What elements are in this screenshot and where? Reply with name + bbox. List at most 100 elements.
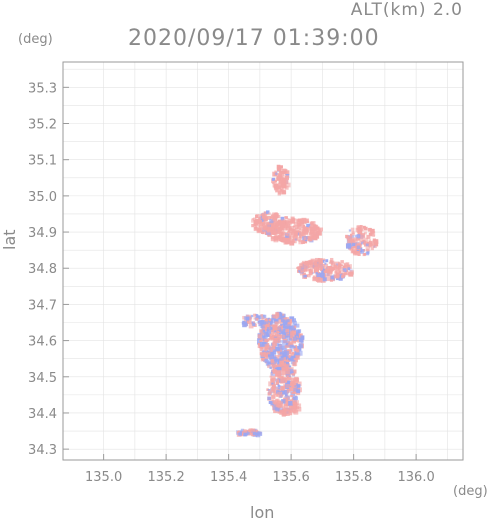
echo-cell-negative: [319, 272, 325, 278]
echo-cell-positive: [315, 277, 321, 282]
echo-cell-positive: [312, 275, 316, 278]
echo-cell-negative: [257, 321, 261, 324]
echo-cell-positive: [282, 168, 287, 173]
echo-cell-positive: [299, 229, 303, 233]
echo-cell-negative: [266, 329, 271, 334]
echo-cell-positive: [269, 335, 274, 340]
echo-cell-positive: [246, 319, 252, 324]
echo-cell-negative: [280, 323, 283, 326]
echo-cell-negative: [304, 274, 307, 278]
echo-cell-positive: [285, 225, 289, 228]
echo-cell-negative: [280, 340, 283, 343]
echo-cell-negative: [293, 346, 296, 349]
echo-cell-negative: [300, 335, 305, 340]
echo-cell-positive: [270, 332, 274, 336]
echo-cell-positive: [284, 185, 289, 190]
echo-cell-positive: [288, 235, 291, 238]
echo-cell-positive: [363, 231, 367, 235]
echo-cell-positive: [279, 231, 283, 236]
echo-cell-positive: [280, 376, 284, 380]
echo-cell-positive: [253, 313, 257, 317]
echo-cell-positive: [288, 341, 293, 346]
echo-cell-positive: [274, 226, 278, 229]
echo-cell-positive: [351, 232, 355, 236]
echo-cell-positive: [318, 265, 323, 271]
echo-cell-positive: [286, 349, 292, 355]
echo-cell-positive: [268, 389, 271, 392]
echo-cell-positive: [272, 364, 277, 369]
echo-cell-negative: [279, 313, 283, 317]
echo-cell-positive: [285, 369, 290, 375]
echo-cell-positive: [302, 224, 306, 228]
echo-cell-positive: [286, 375, 292, 381]
echo-cell-positive: [287, 318, 293, 324]
echo-cell-positive: [301, 227, 304, 230]
echo-cell-positive: [275, 381, 280, 386]
echo-cell-positive: [309, 226, 312, 229]
echo-cell-negative: [281, 318, 285, 323]
echo-cell-negative: [269, 219, 274, 224]
echo-cell-negative: [346, 243, 352, 249]
echo-cell-positive: [276, 334, 282, 340]
y-tick-label: 35.3: [28, 81, 57, 96]
echo-cell-positive: [297, 266, 302, 271]
echo-cell-positive: [327, 269, 332, 273]
echo-cell-positive: [347, 238, 352, 244]
y-tick-label: 34.5: [28, 371, 57, 386]
echo-cell-positive: [275, 394, 279, 397]
echo-cell-positive: [237, 430, 240, 433]
echo-cell-positive: [264, 353, 268, 357]
echo-cell-positive: [284, 175, 290, 180]
echo-cell-positive: [368, 240, 372, 245]
echo-cell-positive: [248, 323, 254, 329]
echo-cell-positive: [304, 219, 308, 223]
echo-cell-positive: [279, 165, 283, 169]
echo-cell-positive: [256, 429, 259, 432]
echo-cell-positive: [307, 236, 310, 239]
radar-echo-layer: [236, 164, 379, 438]
y-tick-label: 35.0: [28, 190, 57, 205]
echo-cell-positive: [262, 229, 267, 235]
echo-cell-positive: [285, 216, 288, 219]
echo-cell-positive: [291, 383, 297, 388]
echo-cell-positive: [282, 239, 285, 242]
echo-cell-negative: [366, 250, 370, 254]
echo-cell-negative: [277, 385, 281, 388]
echo-cell-positive: [330, 263, 335, 268]
echo-cell-negative: [321, 259, 325, 263]
echo-cell-positive: [276, 329, 281, 334]
echo-cell-negative: [243, 432, 248, 437]
echo-cell-positive: [287, 396, 291, 400]
echo-cell-positive: [255, 218, 260, 224]
echo-cell-positive: [340, 270, 345, 275]
echo-cell-positive: [277, 192, 282, 196]
echo-cell-positive: [274, 229, 278, 233]
echo-cell-negative: [286, 333, 290, 337]
echo-cell-positive: [318, 261, 323, 266]
echo-cell-positive: [323, 274, 327, 277]
echo-cell-positive: [258, 219, 262, 224]
echo-cell-positive: [243, 429, 248, 434]
echo-cell-negative: [279, 315, 283, 320]
echo-cell-positive: [296, 381, 302, 387]
echo-cell-positive: [351, 240, 356, 245]
echo-cell-positive: [281, 367, 286, 372]
echo-cell-negative: [271, 382, 274, 385]
echo-cell-positive: [286, 231, 292, 237]
echo-cell-negative: [277, 383, 280, 387]
x-tick-label: 135.4: [210, 470, 247, 485]
echo-cell-positive: [263, 344, 268, 349]
echo-cell-positive: [313, 232, 318, 237]
echo-cell-negative: [297, 350, 303, 356]
echo-cell-negative: [287, 336, 292, 341]
echo-cell-negative: [295, 329, 300, 334]
echo-cell-negative: [260, 336, 265, 340]
echo-cell-positive: [296, 407, 302, 412]
echo-cell-positive: [317, 231, 321, 235]
echo-cell-positive: [276, 177, 280, 180]
tick-labels: 135.0 135.2 135.4 135.6 135.8 136.0 34.3 34.4 34…: [28, 81, 435, 485]
echo-cell-positive: [272, 171, 278, 177]
echo-cell-negative: [275, 172, 278, 176]
echo-cell-positive: [253, 317, 256, 320]
